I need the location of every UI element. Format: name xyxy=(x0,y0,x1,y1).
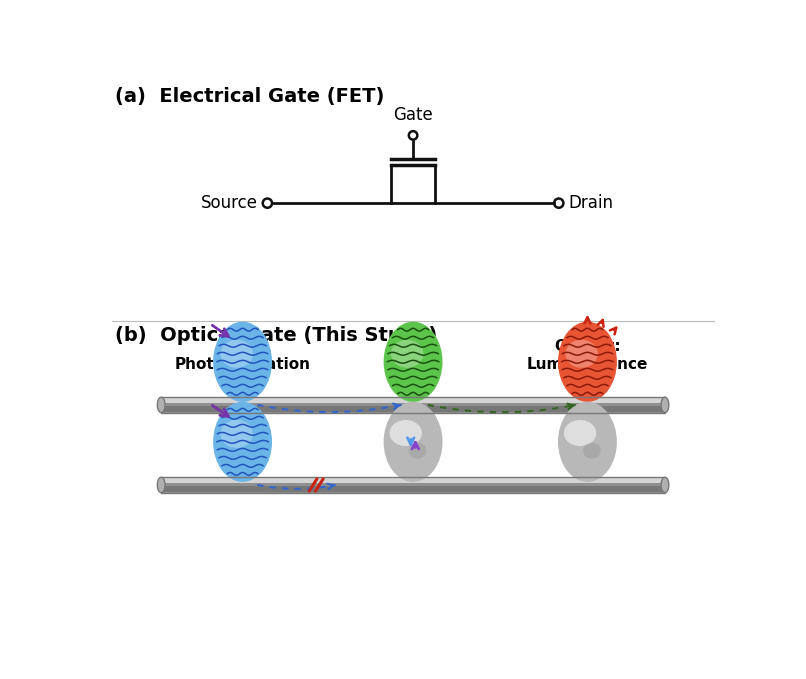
Ellipse shape xyxy=(213,322,272,402)
Ellipse shape xyxy=(558,322,617,402)
Text: vis: vis xyxy=(386,437,405,450)
Ellipse shape xyxy=(221,340,253,368)
Ellipse shape xyxy=(391,340,423,368)
Ellipse shape xyxy=(583,443,600,458)
Polygon shape xyxy=(161,398,665,403)
Text: (b)  Optical Gate (This Study): (b) Optical Gate (This Study) xyxy=(114,325,437,344)
Text: OFF: OFF xyxy=(393,451,433,469)
Ellipse shape xyxy=(558,402,617,482)
Ellipse shape xyxy=(409,443,426,458)
Ellipse shape xyxy=(221,420,253,448)
Ellipse shape xyxy=(157,397,165,413)
Polygon shape xyxy=(161,477,665,493)
Ellipse shape xyxy=(389,420,422,446)
Polygon shape xyxy=(161,397,665,413)
Text: Output:
Luminescence: Output: Luminescence xyxy=(527,339,648,372)
Ellipse shape xyxy=(213,402,272,482)
Text: ON: ON xyxy=(398,420,428,438)
Polygon shape xyxy=(161,478,665,483)
Text: Source: Source xyxy=(201,194,258,212)
Ellipse shape xyxy=(564,420,596,446)
Text: (a)  Electrical Gate (FET): (a) Electrical Gate (FET) xyxy=(114,87,384,106)
Ellipse shape xyxy=(661,397,669,413)
Ellipse shape xyxy=(157,477,165,493)
Polygon shape xyxy=(161,485,665,492)
Text: Gate: Gate xyxy=(393,106,433,124)
Ellipse shape xyxy=(384,402,442,482)
Text: Drain: Drain xyxy=(568,194,613,212)
Text: Gate: Gate xyxy=(393,339,434,354)
Text: Input:
Photoexcitation: Input: Photoexcitation xyxy=(175,339,310,372)
Ellipse shape xyxy=(565,340,598,368)
Ellipse shape xyxy=(384,322,442,402)
Ellipse shape xyxy=(661,477,669,493)
Text: UV: UV xyxy=(421,437,440,450)
Polygon shape xyxy=(161,405,665,411)
